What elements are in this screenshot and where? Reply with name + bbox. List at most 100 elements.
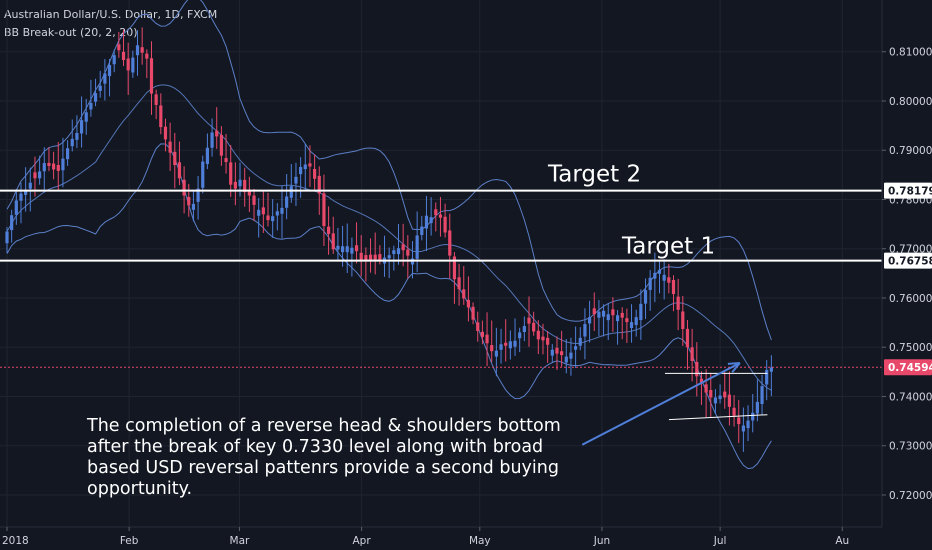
- note-line: The completion of a reverse head & shoul…: [86, 416, 561, 436]
- candle-body: [438, 214, 443, 218]
- candle-body: [499, 344, 503, 350]
- candle-body: [532, 322, 536, 332]
- candle-body: [187, 196, 191, 206]
- candle-body: [429, 217, 433, 224]
- candle-body: [448, 230, 452, 256]
- candle-body: [401, 244, 405, 251]
- target2-label: Target 2: [547, 162, 641, 188]
- candle-body: [313, 168, 317, 179]
- candle-body: [336, 245, 340, 250]
- candle-body: [657, 269, 662, 274]
- candle-body: [504, 342, 508, 346]
- candle-body: [653, 272, 657, 279]
- candle-body: [643, 290, 648, 304]
- grid: [0, 0, 882, 527]
- candle-body: [457, 277, 461, 290]
- candle-body: [471, 306, 475, 320]
- candle-body: [615, 315, 620, 322]
- candle-body: [93, 93, 98, 102]
- candle-body: [620, 312, 624, 318]
- candle-body: [476, 322, 480, 331]
- candle-body: [303, 164, 307, 170]
- annotations: Target 2 Target 1 The completion of a reve…: [86, 162, 715, 499]
- candle-body: [601, 310, 606, 317]
- candle-body: [177, 162, 182, 179]
- candle-body: [33, 172, 37, 179]
- note-line: based USD reversal pattenrs provide a se…: [87, 458, 559, 478]
- candle-body: [578, 337, 582, 346]
- candle-body: [140, 47, 144, 53]
- time-tick-label: Apr: [353, 535, 372, 547]
- candle-body: [299, 166, 303, 175]
- candle-body: [387, 255, 391, 259]
- candle-body: [536, 330, 540, 340]
- time-tick-label: Au: [835, 535, 849, 547]
- candle-body: [121, 51, 126, 61]
- price-tick-label: 0.79000: [889, 145, 932, 157]
- candle-body: [238, 179, 242, 187]
- candle-body: [587, 317, 592, 324]
- candle-body: [611, 309, 615, 316]
- candle-body: [271, 216, 275, 222]
- candle-body: [368, 254, 373, 261]
- candle-body: [508, 341, 512, 349]
- candle-body: [625, 318, 629, 323]
- candle-body: [741, 425, 745, 432]
- candle-body: [79, 120, 84, 134]
- price-tag: [884, 182, 932, 199]
- candle-body: [522, 326, 526, 333]
- candle-body: [746, 420, 750, 429]
- candle-body: [131, 57, 135, 73]
- candle-body: [322, 193, 326, 227]
- candle-body: [14, 200, 18, 215]
- candle-body: [65, 148, 70, 160]
- price-tick-label: 0.73000: [889, 441, 932, 453]
- candle-body: [196, 188, 200, 202]
- candle-body: [415, 235, 419, 259]
- time-tick-label: Feb: [120, 535, 139, 547]
- candle-body: [215, 130, 219, 137]
- candle-body: [317, 175, 321, 194]
- candle-body: [564, 356, 568, 363]
- candle-body: [406, 249, 410, 256]
- candle-body: [676, 296, 680, 310]
- candle-body: [704, 384, 708, 393]
- candle-body: [490, 345, 494, 352]
- candle-body: [681, 311, 685, 330]
- price-tag: [884, 359, 932, 376]
- bollinger-bands: [6, 0, 772, 470]
- candle-body: [168, 141, 172, 153]
- candle-body: [107, 65, 112, 77]
- candle-body: [61, 158, 65, 171]
- candles: [5, 27, 773, 452]
- candle-body: [201, 161, 205, 188]
- price-tick-label: 0.80000: [889, 96, 932, 108]
- candle-body: [261, 207, 265, 215]
- candle-body: [163, 126, 168, 140]
- candle-body: [289, 186, 293, 198]
- candle-body: [541, 336, 545, 341]
- candle-body: [331, 233, 335, 250]
- candle-body: [755, 401, 759, 414]
- candle-body: [173, 151, 177, 165]
- candle-body: [709, 390, 713, 398]
- candle-body: [266, 215, 270, 221]
- time-tick-label: 2018: [2, 535, 29, 547]
- candle-body: [424, 215, 429, 229]
- candle-body: [727, 394, 732, 407]
- target1-label: Target 1: [621, 234, 715, 260]
- candle-body: [247, 189, 251, 196]
- candle-body: [373, 254, 377, 261]
- candle-body: [713, 397, 718, 404]
- candle-body: [466, 299, 471, 308]
- indicator-label[interactable]: BB Break-out (20, 2, 20): [4, 26, 138, 39]
- candle-body: [229, 162, 233, 185]
- candle-body: [350, 247, 354, 254]
- candle-body: [378, 254, 382, 261]
- candle-body: [126, 58, 130, 71]
- candle-body: [364, 255, 368, 262]
- candle-body: [769, 367, 773, 372]
- candle-body: [103, 73, 107, 84]
- price-axis: 0.810000.800000.790000.780000.770000.760…: [881, 0, 932, 527]
